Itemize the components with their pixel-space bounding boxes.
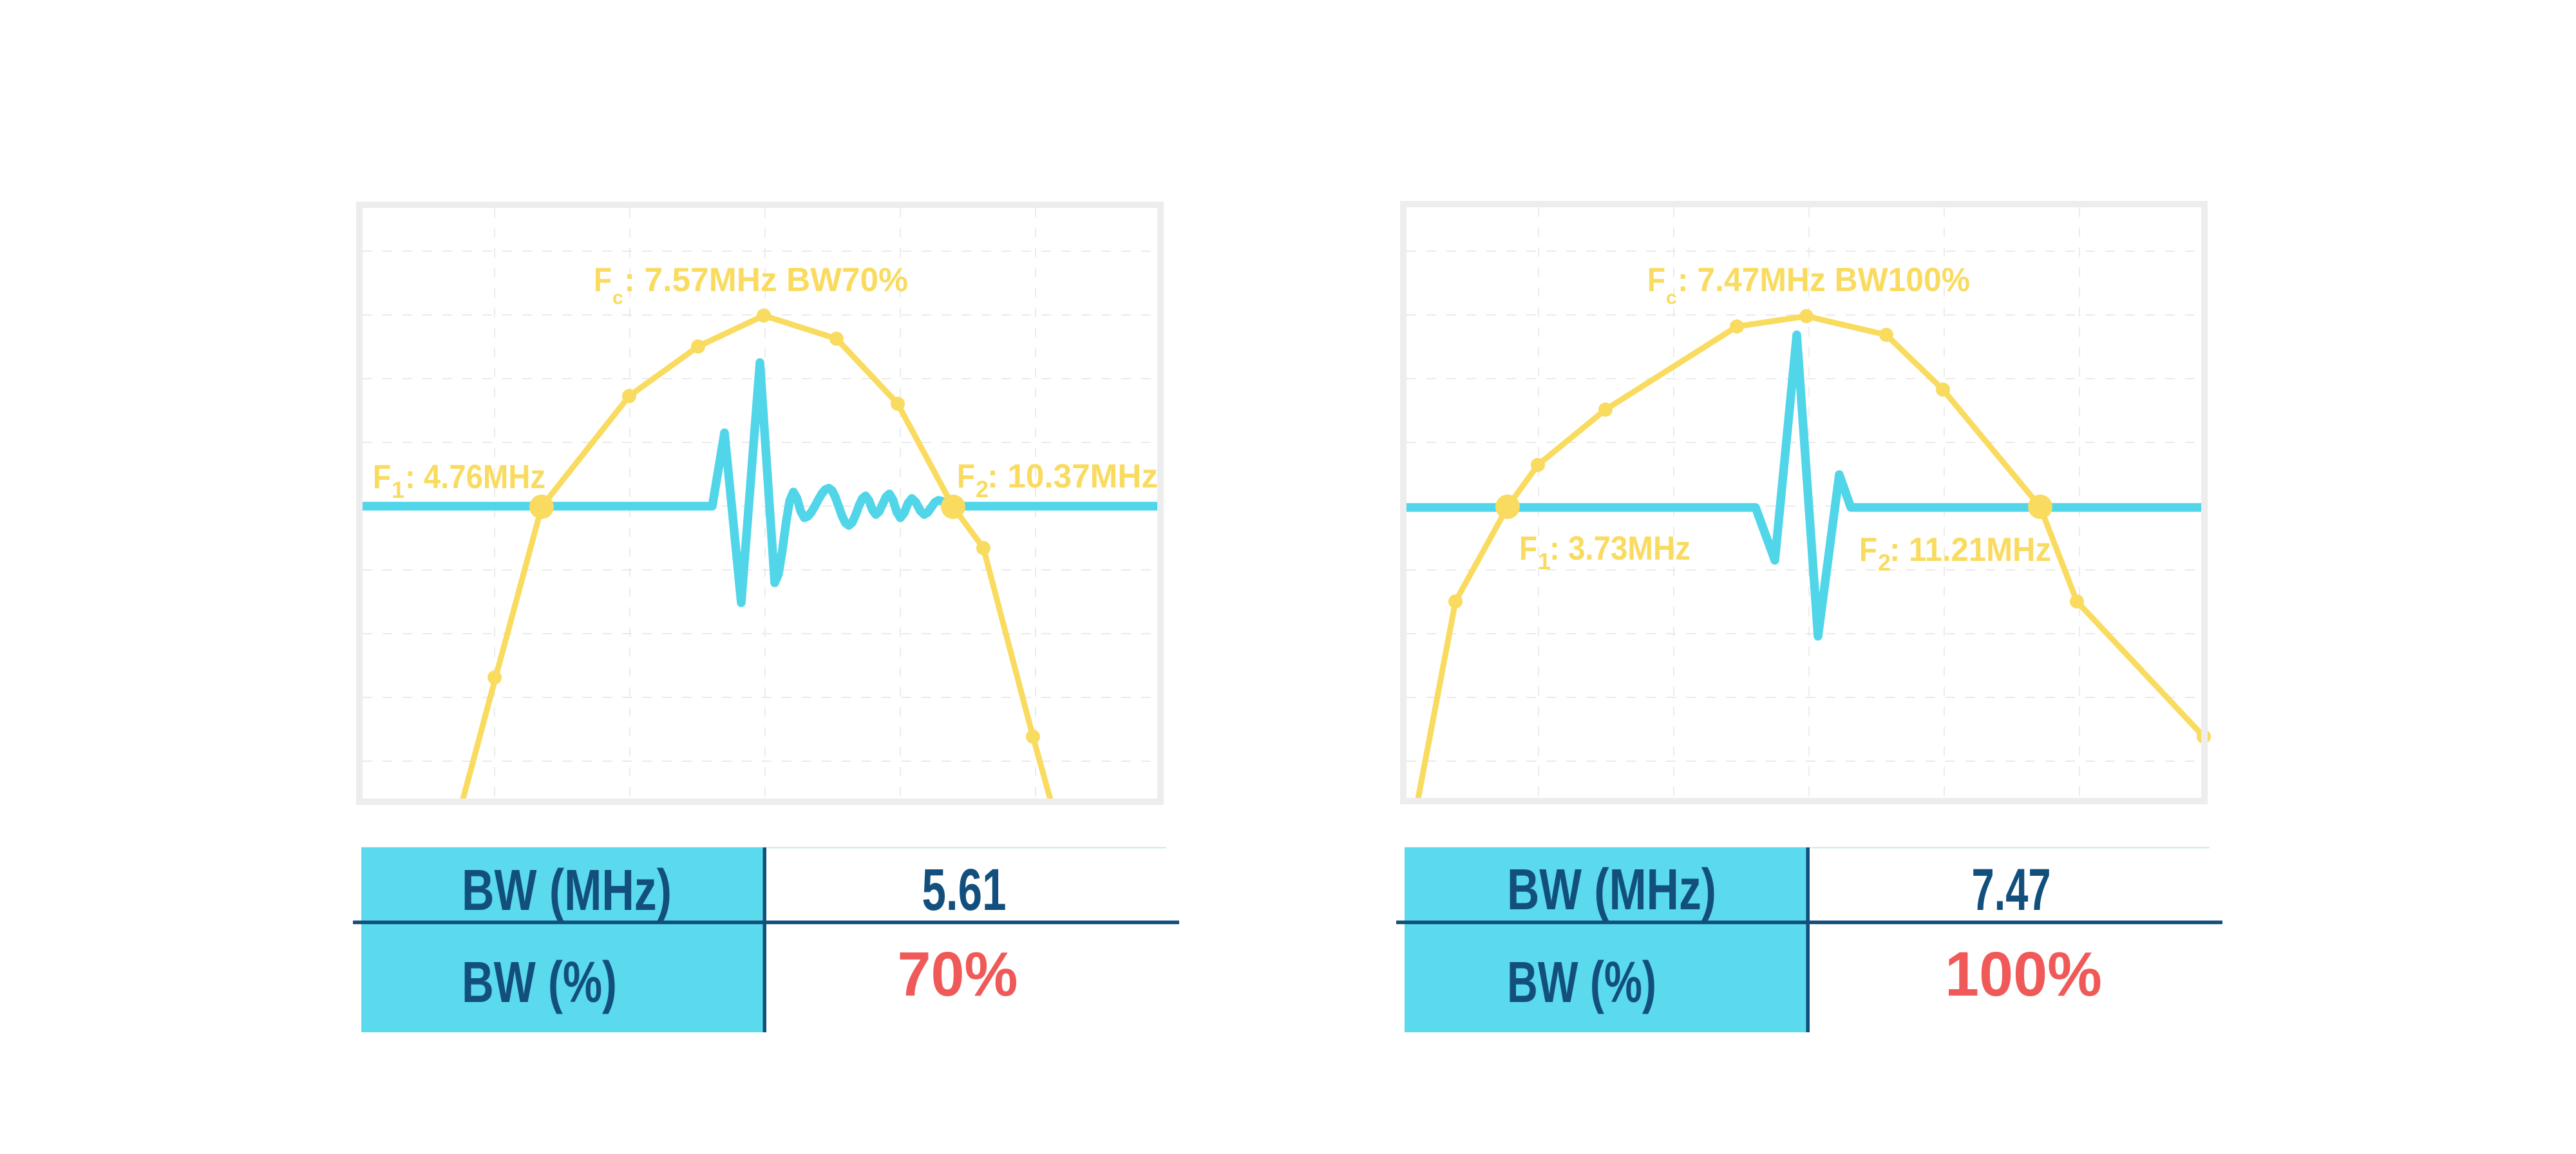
- svg-text:5.61: 5.61: [922, 857, 1007, 923]
- svg-text:F: F: [594, 261, 612, 299]
- svg-text:F: F: [1647, 261, 1665, 299]
- svg-text:BW (MHz): BW (MHz): [462, 858, 672, 923]
- svg-text:70%: 70%: [898, 939, 1018, 1009]
- svg-text:: 10.37MHz: : 10.37MHz: [987, 458, 1158, 495]
- svg-text:F: F: [1859, 531, 1877, 569]
- svg-text:: 3.73MHz: : 3.73MHz: [1549, 530, 1690, 567]
- svg-text:: 7.57MHz BW70%: : 7.57MHz BW70%: [624, 261, 908, 299]
- svg-text:BW (%): BW (%): [462, 951, 617, 1015]
- svg-text:: 7.47MHz BW100%: : 7.47MHz BW100%: [1678, 261, 1970, 299]
- svg-text:BW (%): BW (%): [1507, 951, 1656, 1015]
- svg-text:7.47: 7.47: [1972, 857, 2051, 923]
- svg-text:F: F: [957, 458, 975, 495]
- svg-text:100%: 100%: [1945, 939, 2102, 1009]
- svg-text:2: 2: [1878, 549, 1891, 576]
- svg-text:BW (MHz): BW (MHz): [1507, 858, 1716, 922]
- svg-text:F: F: [373, 459, 391, 496]
- svg-text:1: 1: [1538, 548, 1551, 574]
- svg-text:F: F: [1519, 530, 1537, 567]
- svg-text:c: c: [612, 287, 623, 308]
- svg-text:: 4.76MHz: : 4.76MHz: [405, 459, 545, 496]
- svg-text:: 11.21MHz: : 11.21MHz: [1889, 531, 2051, 569]
- svg-text:1: 1: [392, 477, 404, 503]
- svg-text:2: 2: [976, 476, 989, 502]
- svg-text:c: c: [1666, 287, 1677, 308]
